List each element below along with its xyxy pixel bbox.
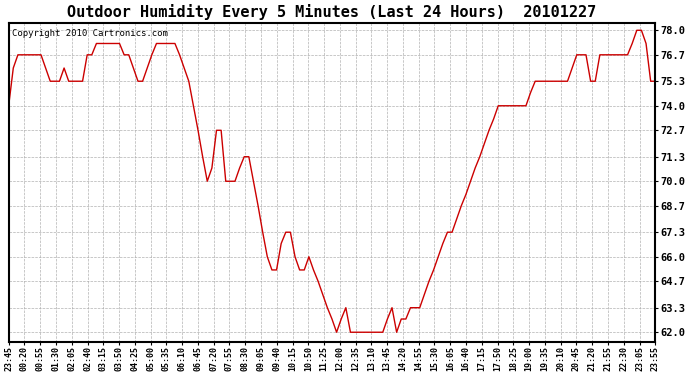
Title: Outdoor Humidity Every 5 Minutes (Last 24 Hours)  20101227: Outdoor Humidity Every 5 Minutes (Last 2…: [68, 4, 597, 20]
Text: Copyright 2010 Cartronics.com: Copyright 2010 Cartronics.com: [12, 29, 168, 38]
